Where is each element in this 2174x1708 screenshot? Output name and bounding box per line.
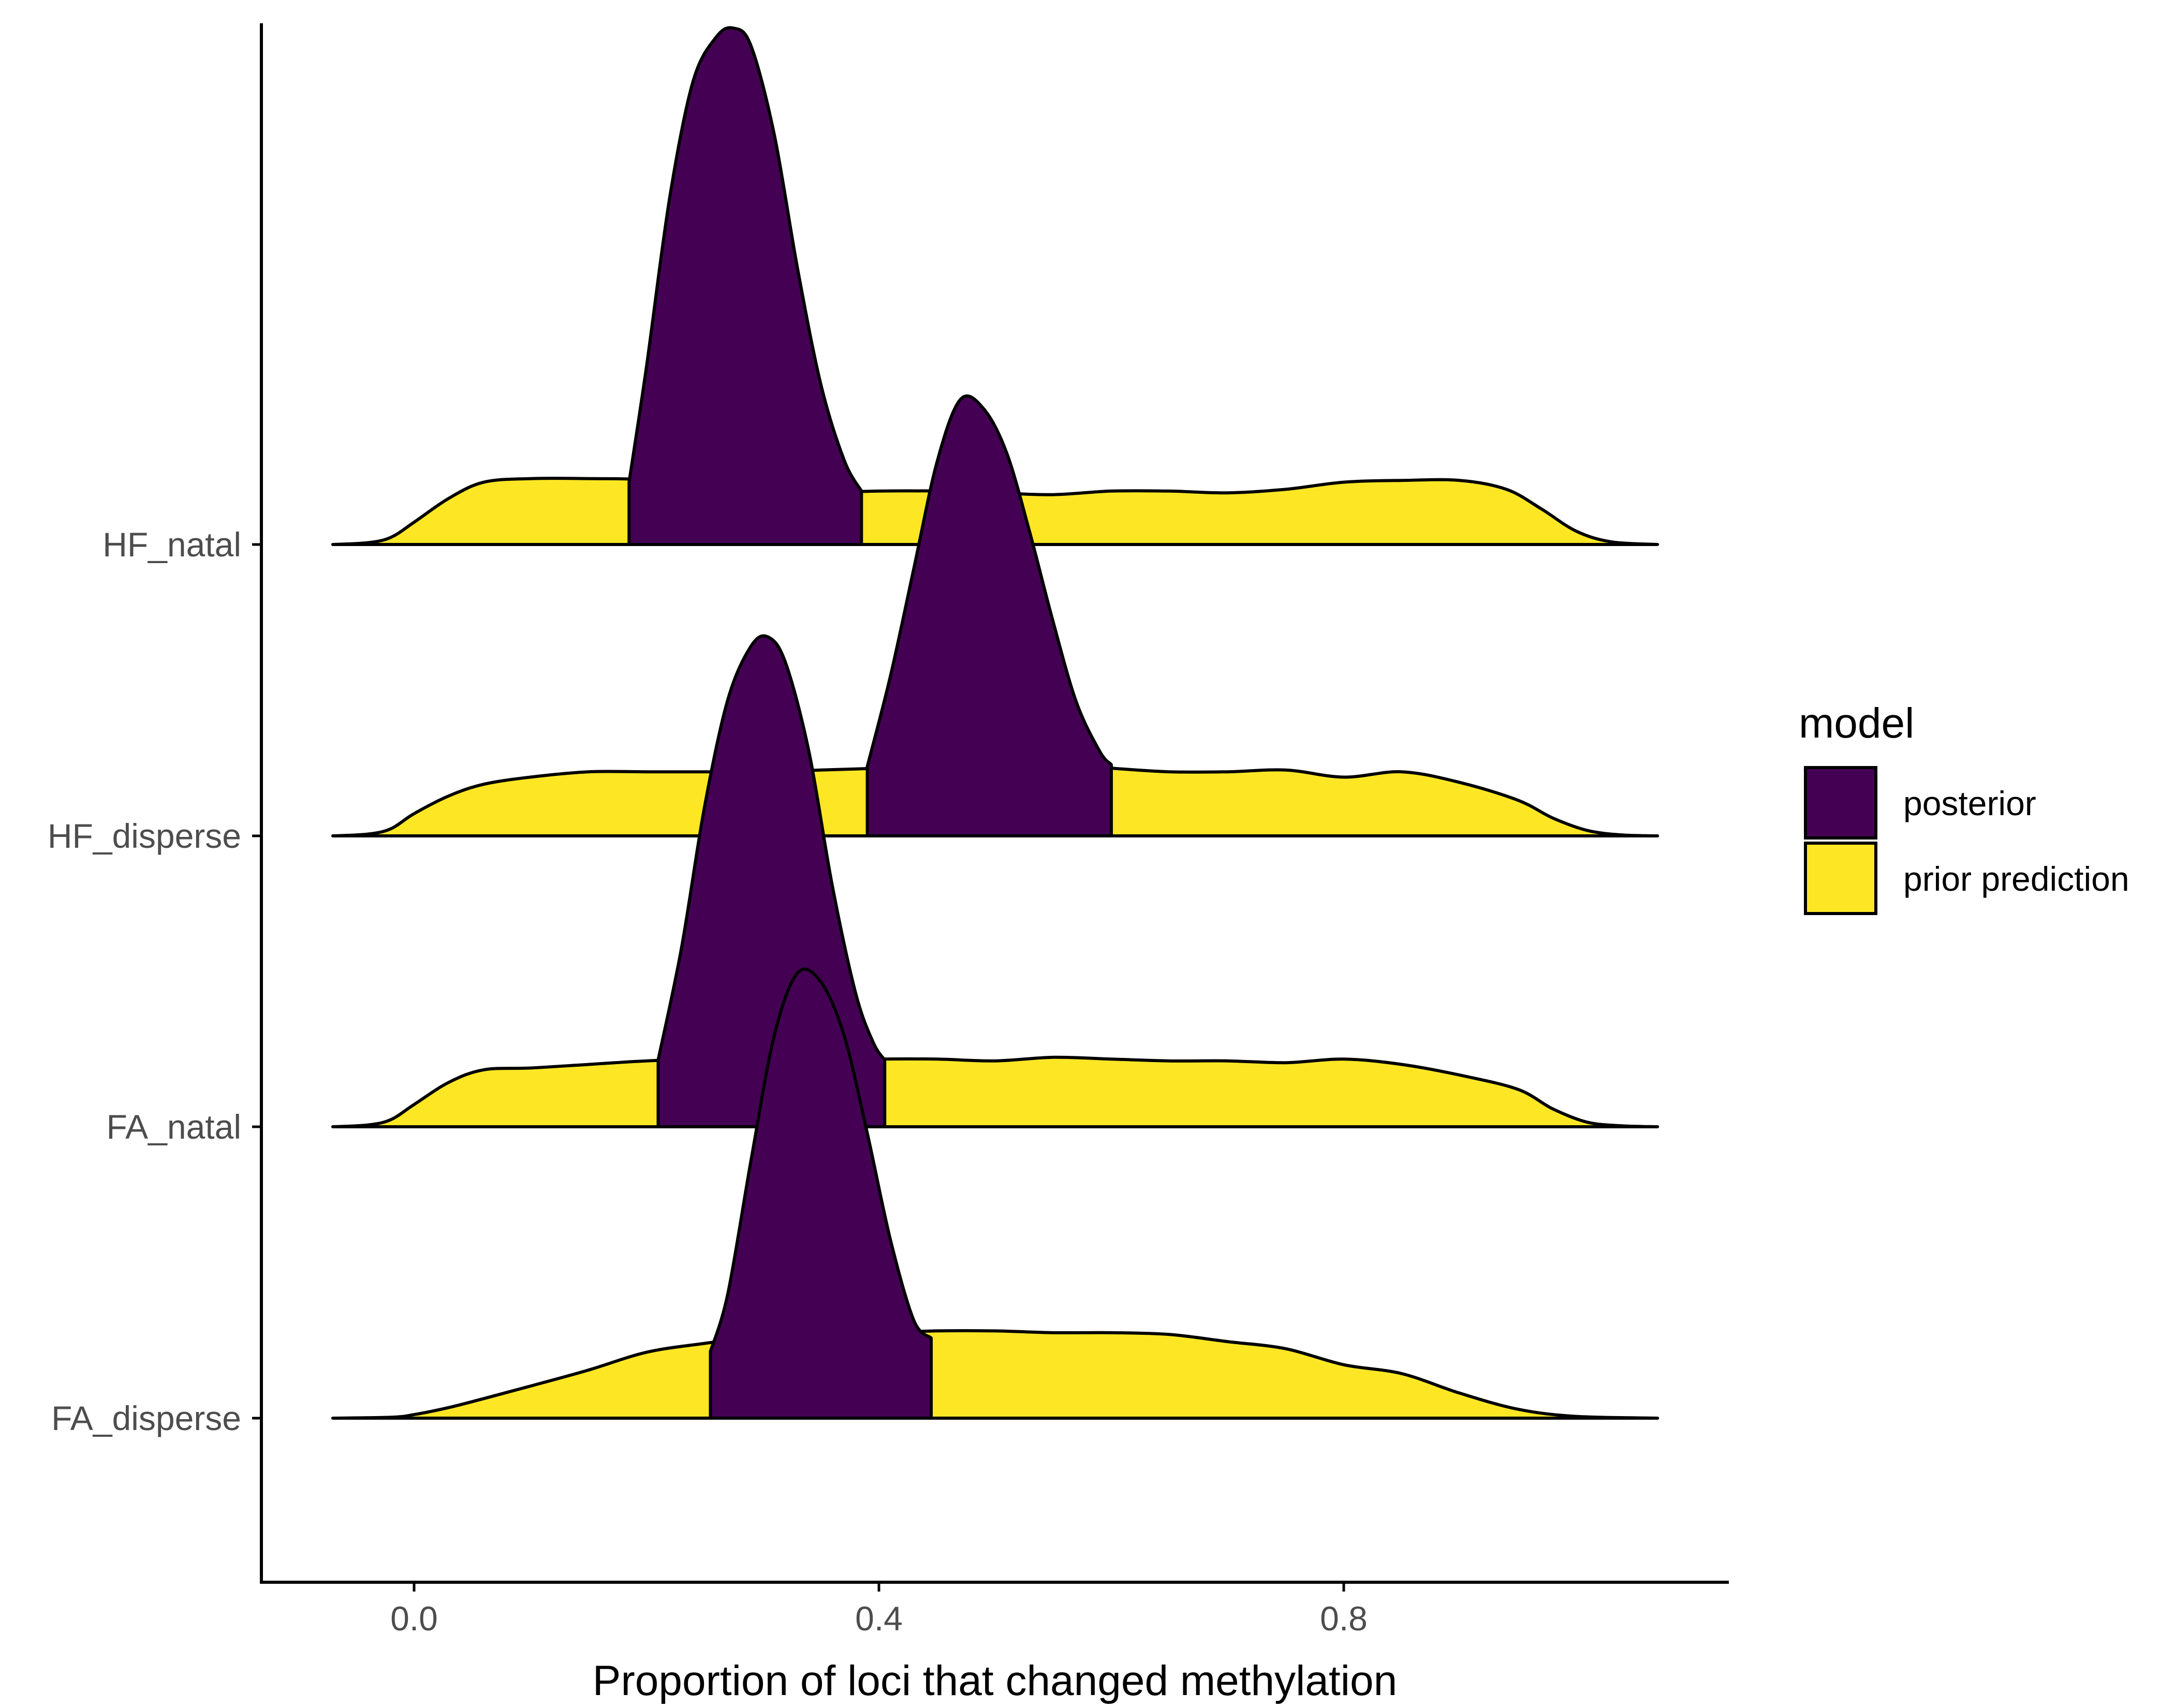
ridge-hf-disperse: [331, 394, 1659, 837]
y-tick-label-hf-disperse: HF_disperse: [48, 817, 241, 855]
x-tick-label-2: 0.8: [1320, 1599, 1368, 1638]
legend-label-prior-prediction: prior prediction: [1903, 860, 2129, 898]
legend-swatch-prior-prediction: [1804, 842, 1877, 915]
y-tick-label-hf-natal: HF_natal: [102, 525, 241, 564]
posterior-density-hf-natal: [627, 26, 863, 546]
prior-prediction-density-fa-natal: [331, 1055, 1659, 1128]
x-axis-title: Proportion of loci that changed methylat…: [593, 1657, 1397, 1704]
legend-title: model: [1799, 700, 1914, 747]
y-tick-label-fa-disperse: FA_disperse: [51, 1399, 241, 1437]
x-tick-label-1: 0.4: [855, 1599, 903, 1638]
x-axis-ticks: 0.0 0.4 0.8: [390, 1582, 1368, 1638]
prior-prediction-density-fa-disperse: [331, 1329, 1659, 1420]
y-axis-ticks: HF_natal HF_disperse FA_natal FA_disperse: [48, 525, 261, 1437]
legend: model posterior prior prediction: [1799, 700, 2129, 915]
ridges-layer: [331, 26, 1659, 1420]
legend-label-posterior: posterior: [1903, 784, 2036, 822]
posterior-density-fa-disperse: [709, 967, 933, 1420]
x-tick-label-0: 0.0: [390, 1599, 438, 1638]
y-tick-label-fa-natal: FA_natal: [106, 1108, 241, 1146]
posterior-density-hf-disperse: [865, 394, 1113, 837]
legend-swatch-posterior: [1804, 766, 1877, 840]
ridge-fa-disperse: [331, 967, 1659, 1420]
